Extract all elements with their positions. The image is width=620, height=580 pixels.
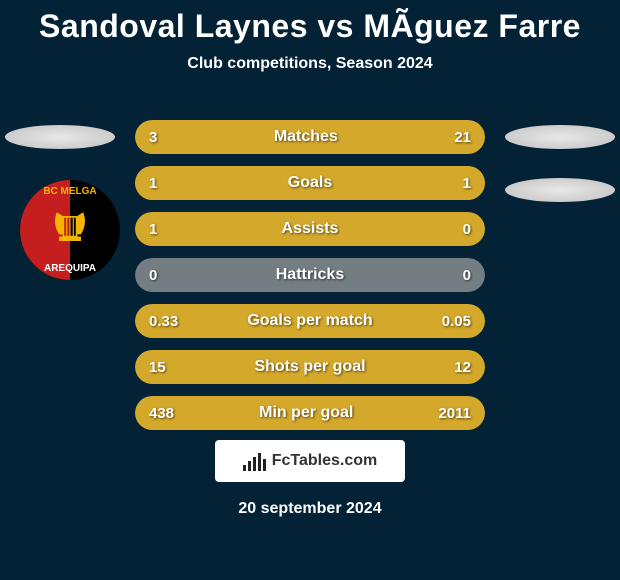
stat-value-right: 0.05 (442, 313, 471, 330)
stat-value-right: 12 (454, 359, 471, 376)
stat-row: 15Shots per goal12 (135, 350, 485, 384)
subtitle: Club competitions, Season 2024 (0, 55, 620, 73)
stat-row: 1Goals1 (135, 166, 485, 200)
bar-icon-segment (253, 457, 256, 471)
stat-value-right: 1 (463, 175, 471, 192)
bar-icon-segment (243, 465, 246, 471)
site-badge: FcTables.com (215, 440, 405, 482)
stat-value-left: 1 (149, 175, 157, 192)
player-right-oval (505, 125, 615, 149)
stat-value-left: 1 (149, 221, 157, 238)
badge-top-text: BC MELGA (20, 186, 120, 197)
bar-icon-segment (263, 459, 266, 471)
stat-value-left: 0.33 (149, 313, 178, 330)
bar-icon-segment (258, 453, 261, 471)
stat-value-right: 0 (463, 267, 471, 284)
bars-icon (243, 451, 266, 471)
bar-icon-segment (248, 461, 251, 471)
date: 20 september 2024 (0, 500, 620, 518)
stat-value-right: 2011 (438, 405, 471, 422)
stat-value-left: 0 (149, 267, 157, 284)
stat-label: Goals per match (178, 312, 442, 330)
stat-value-left: 15 (149, 359, 166, 376)
club-left-badge: BC MELGA AREQUIPA (20, 180, 120, 280)
stat-label: Min per goal (174, 404, 438, 422)
stat-label: Matches (157, 128, 454, 146)
site-label: FcTables.com (272, 452, 378, 470)
stat-row: 1Assists0 (135, 212, 485, 246)
club-right-oval (505, 178, 615, 202)
stat-value-right: 21 (454, 129, 471, 146)
stat-rows-container: 3Matches211Goals11Assists00Hattricks00.3… (135, 120, 485, 442)
stat-row: 0.33Goals per match0.05 (135, 304, 485, 338)
stat-row: 3Matches21 (135, 120, 485, 154)
stat-label: Shots per goal (166, 358, 455, 376)
badge-bottom-text: AREQUIPA (20, 263, 120, 274)
stat-label: Goals (157, 174, 462, 192)
stat-value-right: 0 (463, 221, 471, 238)
comparison-title: Sandoval Laynes vs MÃ­guez Farre (0, 0, 620, 45)
stat-value-left: 3 (149, 129, 157, 146)
stat-label: Hattricks (157, 266, 462, 284)
lyre-icon (48, 206, 92, 250)
player-left-oval (5, 125, 115, 149)
stat-row: 438Min per goal2011 (135, 396, 485, 430)
stat-value-left: 438 (149, 405, 174, 422)
stat-row: 0Hattricks0 (135, 258, 485, 292)
stat-label: Assists (157, 220, 462, 238)
